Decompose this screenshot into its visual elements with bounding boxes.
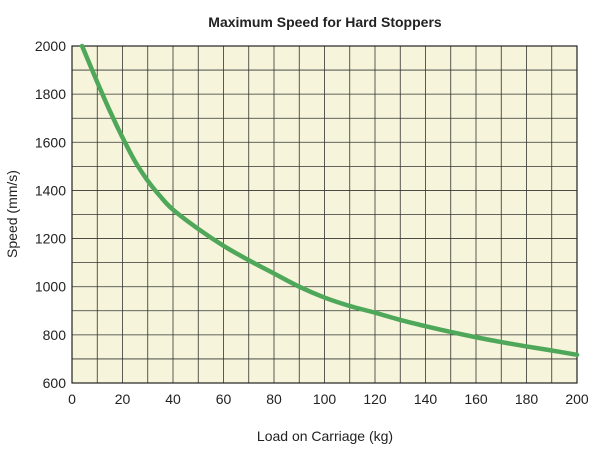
y-tick-labels: 600 800 1000 1200 1400 1600 1800 2000 — [35, 38, 66, 391]
y-tick-label: 1400 — [35, 182, 66, 198]
speed-curve-line — [79, 43, 580, 358]
y-tick-label: 800 — [43, 327, 67, 343]
x-tick-label: 200 — [565, 391, 589, 407]
y-tick-label: 600 — [43, 375, 67, 391]
plot-frame — [71, 45, 578, 384]
y-tick-label: 1000 — [35, 279, 66, 295]
x-tick-label: 160 — [464, 391, 488, 407]
x-tick-label: 140 — [414, 391, 438, 407]
chart-title: Maximum Speed for Hard Stoppers — [208, 14, 442, 30]
x-tick-label: 80 — [266, 391, 282, 407]
x-tick-label: 120 — [363, 391, 387, 407]
x-tick-label: 100 — [313, 391, 337, 407]
grid-horizontal — [72, 69, 577, 360]
x-tick-label: 20 — [115, 391, 131, 407]
y-tick-label: 2000 — [35, 38, 66, 54]
x-tick-labels: 0 20 40 60 80 100 120 140 160 180 200 — [68, 391, 589, 407]
x-tick-label: 0 — [68, 391, 76, 407]
x-tick-label: 60 — [216, 391, 232, 407]
y-tick-label: 1200 — [35, 231, 66, 247]
y-tick-label: 1800 — [35, 86, 66, 102]
x-tick-label: 180 — [515, 391, 539, 407]
x-tick-label: 40 — [165, 391, 181, 407]
y-axis-label: Speed (mm/s) — [4, 170, 20, 258]
x-axis-label: Load on Carriage (kg) — [257, 428, 393, 444]
y-tick-label: 1600 — [35, 134, 66, 150]
